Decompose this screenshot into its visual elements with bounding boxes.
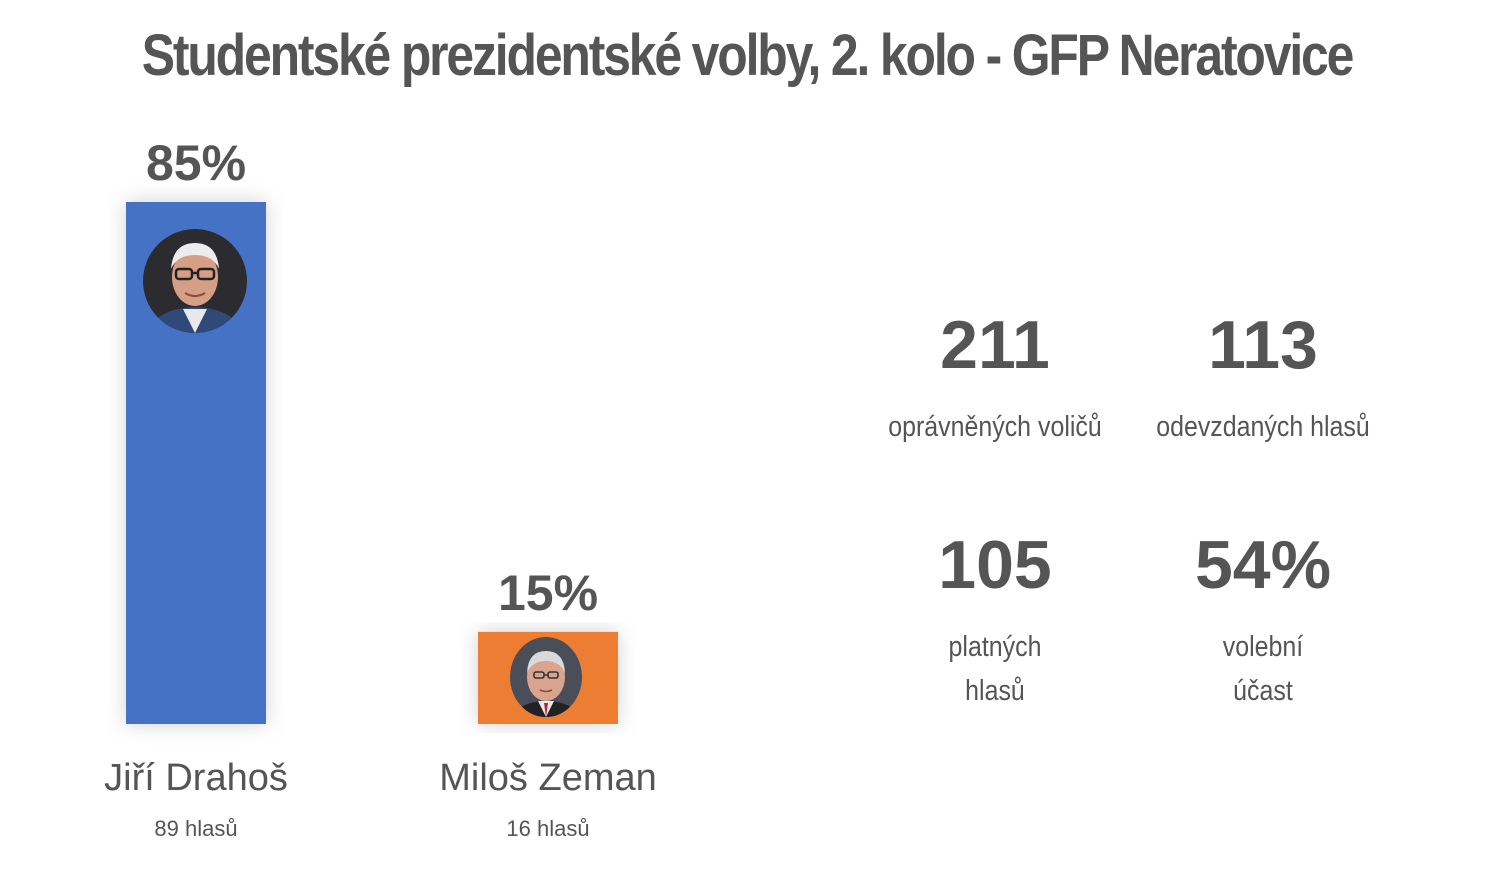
stat-label-line: účast — [1233, 675, 1293, 707]
stat-value: 54% — [1194, 527, 1332, 603]
stat-label: volební účast — [1134, 625, 1392, 713]
bar-chart: 85% Jiří Drahoš 89 hlasů 15% Miloš Zeman 16 h… — [104, 135, 657, 841]
stat-label-line: volební — [1222, 631, 1304, 663]
stat-label-line: hlasů — [965, 675, 1025, 707]
stat-votes-cast: 113 odevzdaných hlasů — [1113, 311, 1413, 449]
portrait-drahos-icon — [143, 229, 247, 333]
stat-label: platných hlasů — [866, 625, 1124, 713]
stat-label: oprávněných voličů — [866, 405, 1124, 449]
stat-eligible-voters: 211 oprávněných voličů — [845, 311, 1145, 449]
stat-turnout: 54% volební účast — [1113, 531, 1413, 713]
vote-count-label-milos-zeman: 16 hlasů — [506, 816, 589, 841]
category-label-jiri-drahos: Jiří Drahoš — [104, 757, 288, 799]
bar-value-label-milos-zeman: 15% — [498, 565, 598, 621]
vote-count-label-jiri-drahos: 89 hlasů — [154, 816, 237, 841]
page-title: Studentské prezidentské volby, 2. kolo -… — [141, 23, 1355, 88]
candidate-photo-drahos — [143, 229, 247, 333]
stat-value: 113 — [1208, 307, 1318, 383]
portrait-zeman-icon — [510, 637, 582, 717]
stat-label-line: odevzdaných hlasů — [1156, 411, 1370, 443]
candidate-photo-zeman — [510, 637, 582, 717]
category-label-milos-zeman: Miloš Zeman — [439, 757, 657, 799]
stat-label-line: platných — [948, 631, 1042, 663]
bar-value-label-jiri-drahos: 85% — [146, 135, 246, 191]
stat-valid-votes: 105 platných hlasů — [845, 531, 1145, 713]
stat-label: odevzdaných hlasů — [1134, 405, 1392, 449]
stat-value: 105 — [938, 527, 1052, 603]
stat-label-line: oprávněných voličů — [888, 411, 1102, 443]
stat-value: 211 — [940, 307, 1050, 383]
